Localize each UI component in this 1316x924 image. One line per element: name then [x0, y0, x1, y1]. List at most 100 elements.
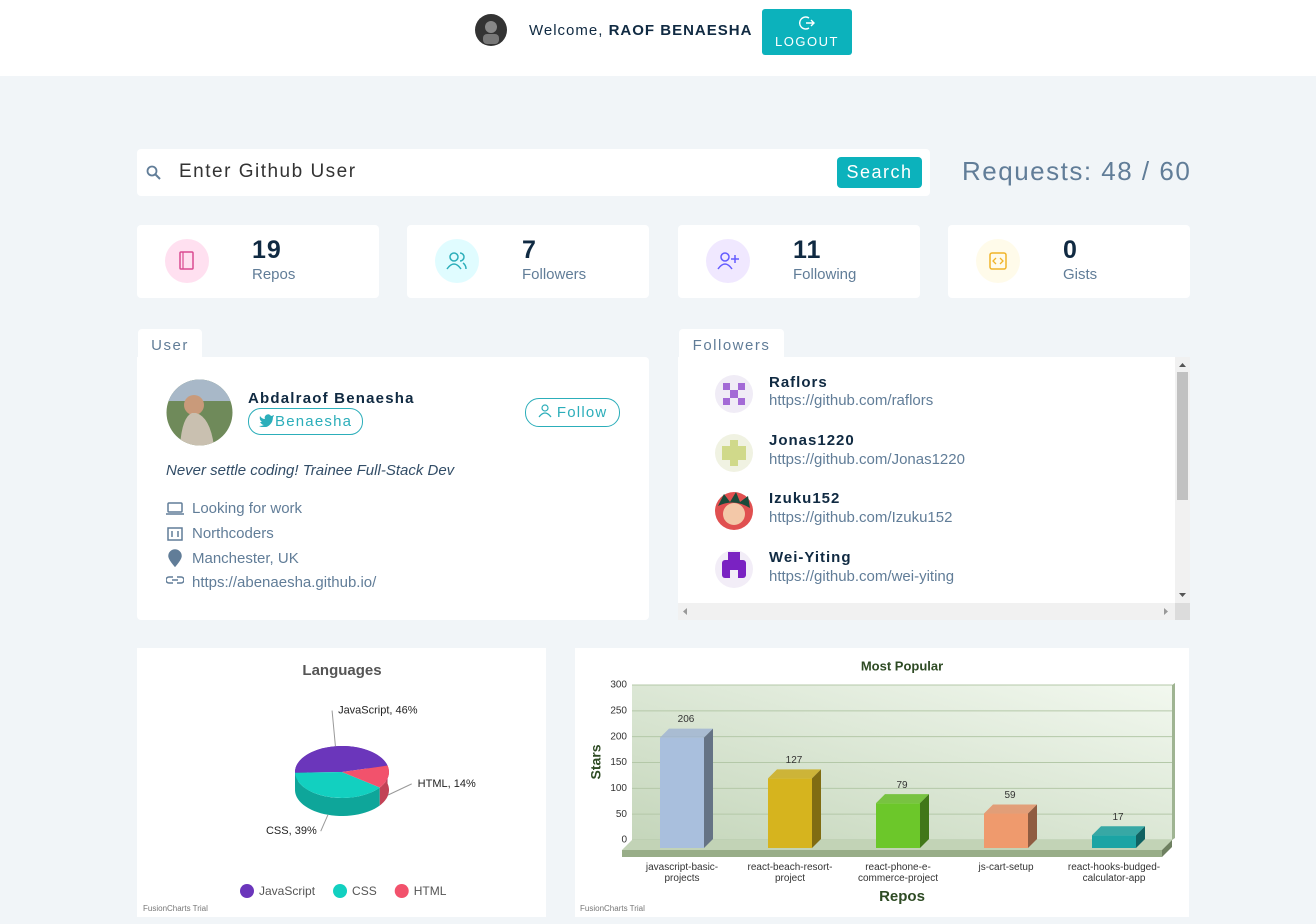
x-tick-label: js-cart-setup	[978, 862, 1034, 873]
followers-card	[678, 357, 1190, 620]
label-line	[387, 783, 412, 796]
popular-chart: Most Popular 0 50 100 150 200 250 300 206 127 79 59…	[575, 648, 1189, 917]
data-label: 127	[786, 755, 803, 766]
data-label: 17	[1112, 812, 1124, 823]
bar	[876, 803, 920, 848]
x-axis-label: Repos	[879, 888, 925, 905]
stat-label: Followers	[522, 266, 587, 283]
followers-icon	[435, 239, 479, 283]
bar-top	[660, 728, 713, 738]
x-tick-label: javascript-basic-projects	[645, 862, 719, 884]
follower-url[interactable]: https://github.com/raflors	[769, 392, 934, 409]
data-label: 59	[1004, 790, 1016, 801]
chart-title: Languages	[302, 662, 381, 679]
slice	[295, 772, 380, 798]
legend-label: HTML	[414, 884, 447, 898]
follow-icon	[538, 404, 552, 418]
credit: FusionCharts Trial	[143, 904, 208, 913]
welcome: Welcome, RAOF BENAESHA	[529, 22, 752, 39]
stat-value: 11	[793, 236, 822, 264]
data-label: CSS, 39%	[266, 825, 317, 837]
slice-side	[295, 772, 380, 816]
info-icons	[166, 502, 184, 584]
user-company: Northcoders	[192, 525, 274, 542]
data-label: JavaScript, 46%	[338, 705, 418, 717]
user-bio: Never settle coding! Trainee Full-Stack …	[166, 462, 455, 479]
follow-label: Follow	[556, 404, 608, 421]
legend-marker	[240, 884, 254, 898]
bar	[768, 778, 812, 848]
follower-url[interactable]: https://github.com/wei-yiting	[769, 568, 955, 585]
floor-side	[1162, 840, 1172, 857]
followers-tab: Followers	[679, 329, 784, 357]
x-tick-label: react-phone-e-commerce-project	[857, 862, 939, 884]
user-tab: User	[138, 329, 202, 357]
stat-value: 0	[1063, 236, 1078, 264]
bar-top	[984, 804, 1037, 814]
bar-top	[876, 794, 929, 804]
scrollbars	[678, 357, 1190, 620]
y-tick-label: 150	[610, 757, 627, 768]
welcome-text: Welcome,	[529, 22, 604, 39]
languages-chart: Languages JavaScript, 46% CSS, 39% HTML, 14…	[137, 648, 546, 917]
slice	[342, 765, 389, 788]
follower-name: Wei-Yiting	[769, 549, 852, 566]
bar-side	[920, 794, 929, 848]
follow-button[interactable]: Follow	[525, 398, 620, 427]
requests: Requests: 48 / 60	[962, 156, 1192, 186]
logout-button[interactable]: LOGOUT	[762, 9, 852, 55]
category-labels: javascript-basic-projects react-beach-res…	[575, 648, 1189, 917]
legend-marker	[394, 884, 409, 898]
search-input[interactable]: Enter Github User	[179, 161, 357, 182]
twitter-icon	[259, 414, 274, 428]
repos-icon	[165, 239, 209, 283]
wall-side	[1172, 683, 1175, 840]
data-label: 79	[896, 780, 908, 791]
user-location: Manchester, UK	[192, 550, 299, 567]
follower-name: Jonas1220	[769, 432, 855, 449]
credit: FusionCharts Trial	[580, 904, 645, 913]
stat-label: Gists	[1063, 266, 1098, 283]
bar	[1092, 835, 1136, 848]
twitter-link[interactable]: Benaesha	[248, 408, 363, 435]
legend-label: CSS	[352, 884, 377, 898]
search-button[interactable]: Search	[837, 157, 922, 188]
y-tick-label: 200	[610, 731, 627, 742]
y-tick-label: 50	[616, 809, 628, 820]
follower-avatars	[715, 375, 753, 588]
chart-title: Most Popular	[861, 658, 943, 673]
legend-marker	[333, 884, 348, 898]
x-tick-label: react-hooks-budged-calculator-app	[1067, 862, 1161, 884]
bar-side	[1136, 826, 1145, 848]
y-tick-label: 300	[610, 680, 627, 691]
slice	[295, 746, 388, 773]
follower-url[interactable]: https://github.com/Jonas1220	[769, 451, 965, 468]
bar-side	[704, 728, 713, 848]
stat-value: 19	[252, 236, 282, 264]
bar-side	[812, 769, 821, 848]
nav-avatar	[475, 14, 507, 46]
bar-side	[1028, 804, 1037, 848]
y-tick-label: 250	[610, 705, 627, 716]
y-tick-label: 100	[610, 783, 627, 794]
follower-name: Raflors	[769, 374, 828, 391]
welcome-user: RAOF BENAESHA	[608, 22, 753, 39]
follower-url[interactable]: https://github.com/Izuku152	[769, 509, 953, 526]
following-icon	[706, 239, 750, 283]
stat-label: Following	[793, 266, 857, 283]
label-line	[331, 710, 336, 747]
user-hireable: Looking for work	[192, 500, 303, 517]
search-form	[137, 149, 930, 196]
bar-top	[1092, 826, 1145, 836]
slice-side	[379, 765, 389, 806]
user-blog[interactable]: https://abenaesha.github.io/	[192, 574, 377, 591]
bar	[660, 737, 704, 848]
follower-name: Izuku152	[769, 490, 841, 507]
legend-label: JavaScript	[259, 884, 316, 898]
user-name: Abdalraof Benaesha	[248, 390, 415, 407]
data-label: HTML, 14%	[418, 778, 476, 790]
user-avatar	[166, 379, 233, 446]
y-tick-label: 0	[621, 835, 627, 846]
stat-label: Repos	[252, 266, 296, 283]
